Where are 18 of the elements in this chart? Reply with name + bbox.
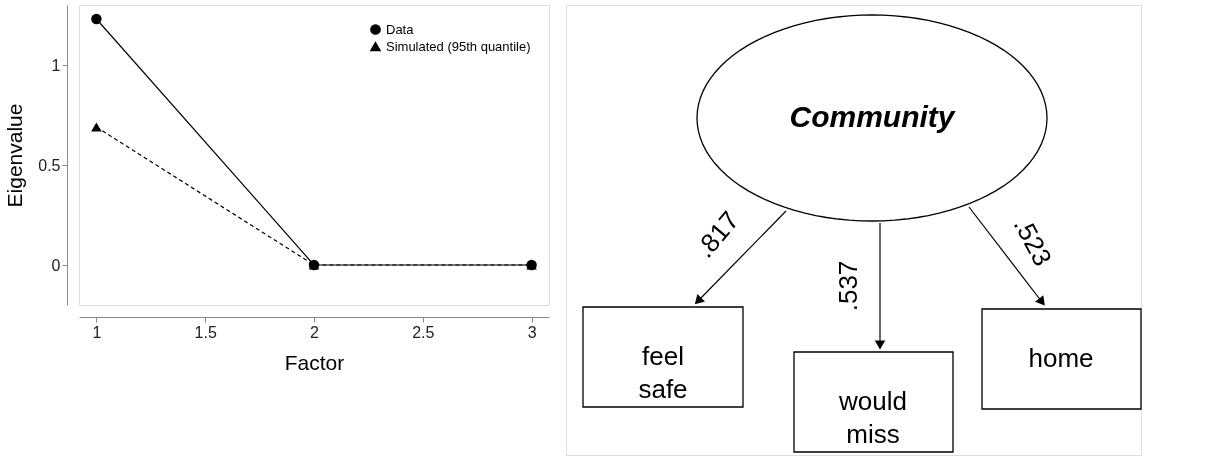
y-tick-label: 0.5 — [38, 156, 61, 174]
legend-label: Simulated (95th quantile) — [386, 38, 531, 54]
y-axis-title: Eigenvalue — [3, 103, 27, 208]
x-axis-title: Factor — [284, 350, 345, 374]
x-tick-label: 1.5 — [194, 323, 217, 341]
text: Community — [789, 100, 956, 133]
y-tick-label: 1 — [51, 56, 61, 74]
text: feel safe — [638, 341, 688, 404]
text: home — [1028, 343, 1094, 373]
text: .523 — [1007, 212, 1059, 271]
x-tick-label: 2.5 — [412, 323, 435, 341]
text: would miss — [838, 386, 907, 449]
legend-label: Data — [386, 21, 415, 37]
x-tick-label: 3 — [527, 323, 537, 341]
y-tick-label: 0 — [51, 256, 61, 274]
x-tick-label: 2 — [310, 323, 320, 341]
x-tick-label: 1 — [92, 323, 102, 341]
text: .537 — [833, 260, 863, 312]
